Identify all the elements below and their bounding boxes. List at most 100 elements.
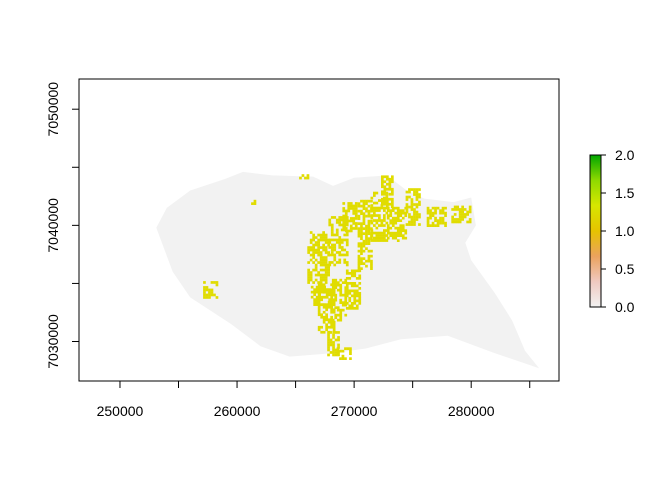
raster-cell: [466, 210, 469, 214]
raster-cell: [344, 222, 348, 225]
raster-cell: [367, 199, 371, 203]
raster-cell: [312, 253, 315, 257]
raster-cell: [439, 209, 442, 212]
raster-cell: [336, 283, 340, 287]
raster-cell: [344, 219, 348, 223]
raster-cell: [315, 285, 319, 289]
raster-cell: [360, 232, 363, 235]
raster-cell: [370, 216, 374, 220]
raster-cell: [367, 209, 371, 213]
raster-cell: [441, 211, 445, 215]
raster-cell: [341, 349, 345, 353]
raster-cell: [370, 234, 374, 237]
raster-cell: [365, 199, 368, 203]
raster-cell: [330, 293, 333, 297]
raster-cell: [404, 214, 408, 217]
raster-cell: [314, 243, 318, 247]
raster-cell: [404, 236, 408, 240]
raster-cell: [338, 258, 342, 262]
raster-cell: [307, 268, 310, 272]
raster-cell: [375, 234, 379, 237]
raster-cell: [334, 348, 338, 352]
raster-cell: [461, 213, 464, 216]
raster-cell: [415, 195, 419, 199]
raster-cell: [333, 258, 337, 262]
raster-cell: [375, 206, 379, 210]
raster-cell: [353, 269, 357, 273]
raster-cell: [350, 282, 354, 285]
raster-cell: [339, 278, 343, 282]
raster-cell: [360, 209, 363, 213]
raster-cell: [307, 246, 310, 249]
raster-cell: [324, 266, 328, 269]
raster-cell: [348, 289, 352, 293]
raster-cell: [426, 216, 430, 220]
raster-cell: [349, 357, 352, 360]
raster-cell: [319, 281, 323, 284]
raster-cell: [208, 288, 211, 292]
raster-cell: [324, 281, 328, 284]
raster-cell: [353, 289, 357, 293]
raster-cell: [312, 248, 315, 252]
raster-cell: [410, 200, 414, 204]
raster-cell: [429, 209, 432, 212]
raster-cell: [345, 272, 349, 275]
raster-cell: [334, 306, 338, 309]
raster-cell: [313, 303, 316, 306]
raster-cell: [340, 223, 344, 227]
raster-cell: [322, 233, 325, 237]
raster-cell: [333, 248, 337, 252]
raster-cell: [322, 278, 325, 282]
raster-cell: [383, 224, 386, 227]
raster-cell: [389, 226, 393, 230]
raster-cell: [434, 206, 437, 210]
raster-cell-group: [386, 206, 408, 242]
raster-cell: [331, 281, 335, 284]
raster-cell: [413, 220, 416, 224]
raster-cell: [317, 281, 320, 284]
raster-cell: [349, 219, 353, 223]
raster-cell: [309, 248, 313, 252]
raster-cell: [434, 219, 437, 222]
raster-cell: [310, 290, 314, 294]
raster-cell: [341, 293, 345, 297]
raster-cell: [380, 239, 384, 242]
raster-cell: [358, 299, 362, 303]
raster-cell: [394, 216, 398, 220]
raster-cell: [320, 313, 323, 317]
raster-cell: [317, 243, 320, 247]
raster-cell: [415, 213, 419, 216]
raster-cell: [322, 283, 326, 287]
raster-cell: [331, 286, 335, 289]
raster-cell: [380, 236, 384, 240]
raster-cell: [339, 298, 343, 302]
raster-cell: [322, 246, 325, 249]
x-axis: 250000 260000 270000 280000: [93, 380, 531, 419]
raster-cell: [410, 218, 414, 221]
raster-cell: [325, 325, 328, 329]
raster-cell: [336, 308, 340, 312]
raster-cell: [468, 205, 472, 209]
raster-cell: [319, 253, 323, 257]
raster-cell: [367, 257, 371, 260]
raster-cell: [375, 226, 379, 230]
raster-cell: [458, 210, 462, 214]
raster-cell: [357, 209, 361, 213]
raster-cell: [396, 231, 400, 235]
raster-cell: [413, 215, 416, 219]
raster-cell: [373, 211, 376, 215]
raster-cell: [324, 278, 328, 282]
raster-cell: [323, 285, 326, 289]
raster-cell: [332, 343, 335, 347]
raster-cell: [337, 331, 340, 334]
raster-cell: [339, 349, 342, 353]
raster-cell: [332, 346, 335, 349]
raster-cell: [391, 221, 395, 225]
raster-cell: [327, 318, 331, 322]
raster-cell: [357, 222, 361, 225]
raster-cell: [357, 227, 361, 230]
raster-cell: [451, 208, 454, 211]
raster-cell: [320, 303, 324, 306]
raster-cell: [349, 224, 353, 228]
raster-cell: [456, 220, 459, 224]
